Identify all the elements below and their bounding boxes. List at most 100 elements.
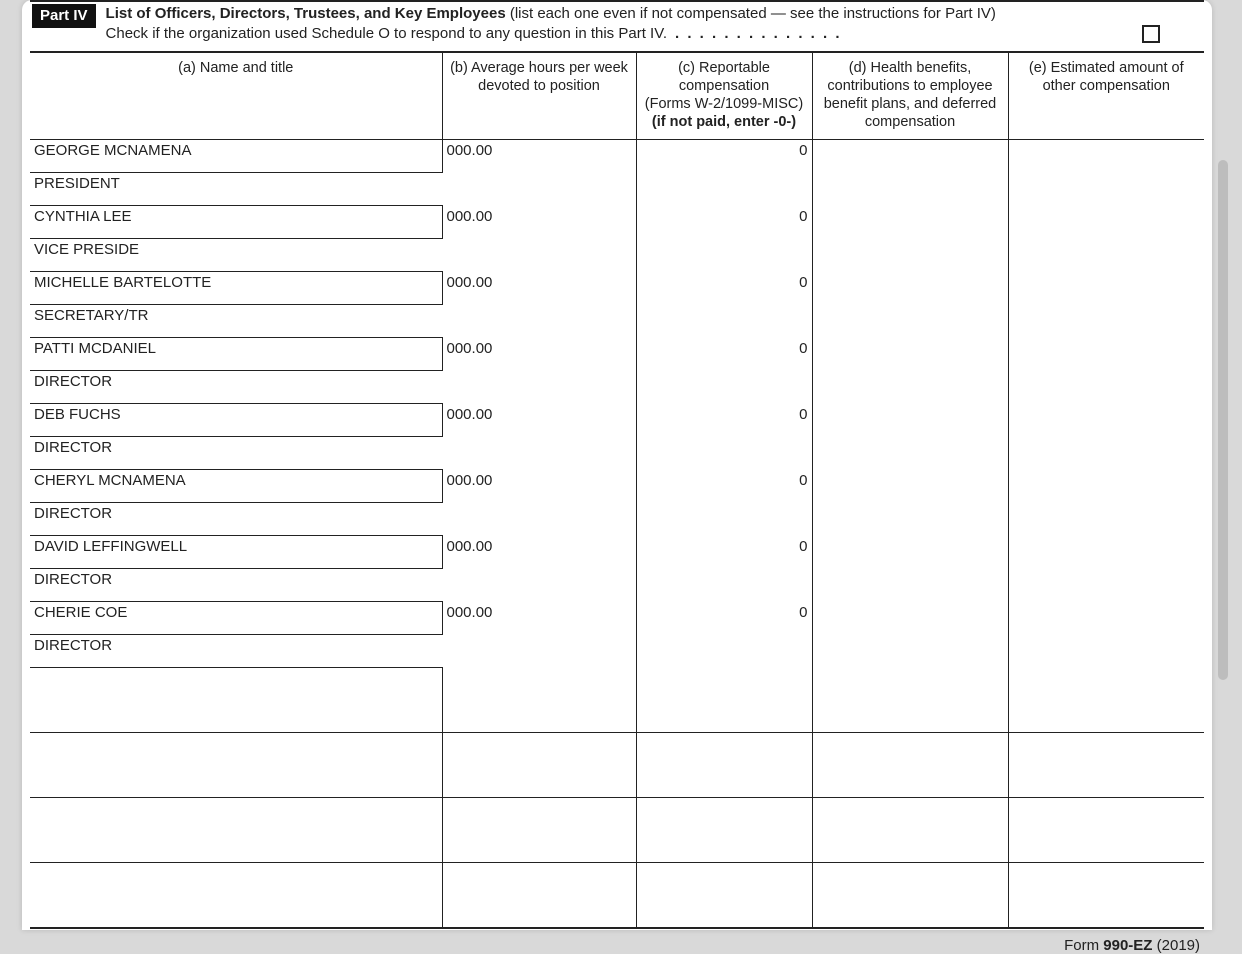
officer-title: VICE PRESIDE — [30, 239, 442, 272]
cell-reportable-comp: 0 — [636, 404, 812, 470]
cell-benefits — [812, 272, 1008, 338]
cell-reportable-comp: 0 — [636, 470, 812, 536]
empty-cell — [30, 733, 442, 798]
officer-name: MICHELLE BARTELOTTE — [30, 272, 442, 305]
cell-benefits — [812, 536, 1008, 602]
col-c-line3: (if not paid, enter -0-) — [652, 114, 796, 130]
officer-name: DAVID LEFFINGWELL — [30, 536, 442, 569]
part-badge: Part IV — [32, 4, 96, 28]
officer-title: DIRECTOR — [30, 437, 442, 470]
cell-hours: 000.00 — [442, 470, 636, 536]
officer-name: PATTI MCDANIEL — [30, 338, 442, 371]
table-row — [30, 733, 1204, 798]
cell-hours: 000.00 — [442, 602, 636, 668]
officer-title: DIRECTOR — [30, 371, 442, 404]
cell-hours: 000.00 — [442, 338, 636, 404]
empty-cell — [442, 733, 636, 798]
cell-benefits — [812, 140, 1008, 206]
empty-cell — [1008, 863, 1204, 929]
cell-other-comp — [1008, 602, 1204, 668]
empty-cell — [812, 733, 1008, 798]
cell-reportable-comp: 0 — [636, 338, 812, 404]
cell-hours: 000.00 — [442, 206, 636, 272]
col-header-c: (c) Reportable compensation (Forms W-2/1… — [636, 53, 812, 140]
officer-name: CYNTHIA LEE — [30, 206, 442, 239]
cell-reportable-comp: 0 — [636, 536, 812, 602]
cell-other-comp — [1008, 404, 1204, 470]
empty-cell — [812, 798, 1008, 863]
empty-cell — [1008, 733, 1204, 798]
cell-other-comp — [1008, 140, 1204, 206]
table-row: GEORGE MCNAMENA000.000 — [30, 140, 1204, 173]
empty-cell — [442, 668, 636, 733]
empty-cell — [812, 863, 1008, 929]
empty-cell — [442, 863, 636, 929]
table-row — [30, 798, 1204, 863]
table-row — [30, 668, 1204, 733]
table-row: CHERYL MCNAMENA000.000 — [30, 470, 1204, 503]
cell-other-comp — [1008, 272, 1204, 338]
empty-cell — [1008, 668, 1204, 733]
empty-cell — [442, 798, 636, 863]
col-header-a: (a) Name and title — [30, 53, 442, 140]
header-title-rest: (list each one even if not compensated —… — [506, 5, 996, 22]
footer-year: (2019) — [1152, 937, 1200, 954]
empty-cell — [1008, 798, 1204, 863]
cell-reportable-comp: 0 — [636, 272, 812, 338]
officer-title: SECRETARY/TR — [30, 305, 442, 338]
officer-title: DIRECTOR — [30, 569, 442, 602]
cell-hours: 000.00 — [442, 272, 636, 338]
empty-cell — [636, 668, 812, 733]
col-c-line2: (Forms W-2/1099-MISC) — [645, 96, 803, 112]
cell-other-comp — [1008, 206, 1204, 272]
officer-title: DIRECTOR — [30, 503, 442, 536]
officer-name: DEB FUCHS — [30, 404, 442, 437]
cell-other-comp — [1008, 536, 1204, 602]
table-row: DEB FUCHS000.000 — [30, 404, 1204, 437]
table-row — [30, 863, 1204, 929]
cell-benefits — [812, 206, 1008, 272]
header-line-2: Check if the organization used Schedule … — [106, 24, 667, 44]
cell-hours: 000.00 — [442, 404, 636, 470]
cell-reportable-comp: 0 — [636, 206, 812, 272]
officers-table: (a) Name and title (b) Average hours per… — [30, 53, 1204, 930]
empty-cell — [636, 733, 812, 798]
cell-benefits — [812, 404, 1008, 470]
officer-name: GEORGE MCNAMENA — [30, 140, 442, 173]
header-title-bold: List of Officers, Directors, Trustees, a… — [106, 5, 506, 22]
empty-cell — [636, 863, 812, 929]
empty-cell — [636, 798, 812, 863]
empty-cell — [30, 668, 442, 733]
header-dots: . . . . . . . . . . . . . . — [667, 24, 1136, 44]
cell-benefits — [812, 470, 1008, 536]
form-footer: Form 990-EZ (2019) — [22, 929, 1212, 954]
footer-prefix: Form — [1064, 937, 1103, 954]
table-row: MICHELLE BARTELOTTE000.000 — [30, 272, 1204, 305]
footer-form-no: 990-EZ — [1103, 937, 1152, 954]
table-row: CHERIE COE000.000 — [30, 602, 1204, 635]
officer-title: PRESIDENT — [30, 173, 442, 206]
table-row: PATTI MCDANIEL000.000 — [30, 338, 1204, 371]
empty-cell — [812, 668, 1008, 733]
col-header-d: (d) Health benefits, contributions to em… — [812, 53, 1008, 140]
scrollbar[interactable] — [1218, 160, 1228, 680]
part-header: Part IV List of Officers, Directors, Tru… — [30, 0, 1204, 53]
cell-hours: 000.00 — [442, 140, 636, 206]
col-c-line1: (c) Reportable compensation — [678, 60, 770, 94]
cell-hours: 000.00 — [442, 536, 636, 602]
officer-name: CHERYL MCNAMENA — [30, 470, 442, 503]
cell-reportable-comp: 0 — [636, 602, 812, 668]
cell-benefits — [812, 338, 1008, 404]
schedule-o-checkbox[interactable] — [1142, 25, 1160, 43]
cell-other-comp — [1008, 338, 1204, 404]
officer-title: DIRECTOR — [30, 635, 442, 668]
officer-name: CHERIE COE — [30, 602, 442, 635]
header-line-1: List of Officers, Directors, Trustees, a… — [106, 4, 1202, 24]
empty-cell — [30, 798, 442, 863]
table-row: CYNTHIA LEE000.000 — [30, 206, 1204, 239]
col-header-b: (b) Average hours per week devoted to po… — [442, 53, 636, 140]
cell-reportable-comp: 0 — [636, 140, 812, 206]
col-header-e: (e) Estimated amount of other compensati… — [1008, 53, 1204, 140]
table-row: DAVID LEFFINGWELL000.000 — [30, 536, 1204, 569]
cell-other-comp — [1008, 470, 1204, 536]
